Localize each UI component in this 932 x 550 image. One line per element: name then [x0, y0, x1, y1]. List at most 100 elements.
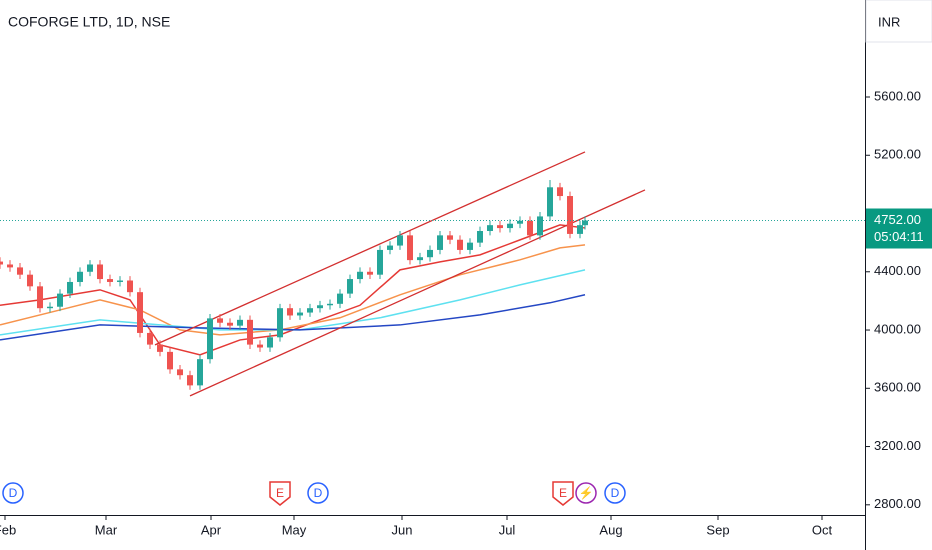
plot-area: [0, 151, 865, 397]
candle-body: [577, 225, 583, 234]
event-shape: [269, 481, 291, 506]
x-tick-label: Aug: [599, 522, 622, 537]
candle-body: [137, 292, 143, 333]
x-axis: Feb Mar Apr May Jun Jul Aug Sep Oct: [0, 515, 832, 537]
candle-body: [427, 249, 433, 258]
candle-body: [167, 351, 173, 370]
candle-body: [77, 271, 83, 282]
candle-body: [507, 223, 513, 229]
event-label: E: [276, 486, 284, 500]
x-tick-label: Mar: [95, 522, 118, 537]
candle-body: [27, 274, 33, 287]
candle-body: [547, 187, 553, 217]
candle-body: [207, 318, 213, 360]
event-badge[interactable]: D: [2, 482, 24, 504]
x-tick-label: Oct: [812, 522, 833, 537]
candle-body: [417, 257, 423, 261]
candle-body: [0, 261, 3, 265]
event-badge[interactable]: E: [269, 481, 291, 506]
event-label: D: [9, 486, 18, 500]
candle-body: [37, 286, 43, 309]
y-tick-label: 3600.00: [874, 380, 921, 395]
x-tick-label: Jul: [499, 522, 516, 537]
event-shape: [575, 482, 597, 504]
candle-body: [227, 322, 233, 326]
moving-average: [0, 294, 586, 341]
y-tick-label: 3200.00: [874, 438, 921, 453]
candle-body: [327, 303, 333, 306]
chart-title: COFORGE LTD, 1D, NSE: [8, 14, 170, 30]
candle-body: [497, 225, 503, 229]
event-badge[interactable]: E: [552, 481, 574, 506]
event-shape: [552, 481, 574, 506]
y-tick-label: 4000.00: [874, 321, 921, 336]
candle-body: [317, 305, 323, 309]
candle-body: [337, 293, 343, 304]
moving-average: [0, 224, 586, 356]
candle-body: [467, 242, 473, 250]
event-badge[interactable]: D: [307, 482, 329, 504]
candle-body: [582, 220, 588, 226]
event-shape: [604, 482, 626, 504]
event-label: D: [314, 486, 323, 500]
currency-box[interactable]: [865, 0, 932, 43]
x-tick-label: Feb: [0, 522, 16, 537]
x-tick-label: May: [282, 522, 307, 537]
candle-body: [287, 308, 293, 316]
x-tick-label: Sep: [706, 522, 729, 537]
candle-body: [357, 271, 363, 280]
candle-body: [537, 216, 543, 236]
y-tick-label: 2800.00: [874, 496, 921, 511]
candle-body: [237, 319, 243, 326]
candle-body: [87, 264, 93, 272]
x-tick-label: Apr: [201, 522, 222, 537]
candle-body: [407, 235, 413, 261]
event-shape: [2, 482, 24, 504]
candle-body: [457, 239, 463, 250]
candle-body: [127, 280, 133, 293]
candle-body: [347, 279, 353, 294]
candle-body: [477, 230, 483, 243]
candle-body: [97, 264, 103, 280]
candle-body: [147, 332, 153, 345]
candle-body: [437, 235, 443, 250]
event-label: ⚡: [579, 486, 594, 500]
event-shape: [307, 482, 329, 504]
y-tick-label: 5600.00: [874, 88, 921, 103]
last-price-label: 4752.00: [874, 212, 921, 227]
y-tick-label: 4400.00: [874, 263, 921, 278]
candle-body: [217, 318, 223, 323]
candle-body: [367, 271, 373, 275]
candle-body: [277, 308, 283, 338]
countdown: 05:04:11: [874, 229, 924, 244]
event-badge[interactable]: ⚡: [575, 482, 597, 504]
candle-body: [57, 293, 63, 307]
candle-body: [7, 264, 13, 268]
trend-line: [154, 151, 586, 346]
candle-body: [47, 306, 53, 309]
candle-body: [247, 319, 253, 345]
candle-body: [187, 375, 193, 386]
candle-body: [157, 344, 163, 352]
candle-body: [567, 196, 573, 234]
last-price-box: [866, 208, 932, 249]
candle-body: [197, 359, 203, 386]
candle-body: [517, 220, 523, 224]
candle-body: [107, 279, 113, 282]
event-label: E: [559, 486, 567, 500]
candle-body: [487, 225, 493, 231]
candle-body: [307, 308, 313, 313]
candle-body: [387, 245, 393, 250]
currency[interactable]: INR: [878, 14, 900, 29]
candle-body: [257, 344, 263, 348]
candle-body: [397, 235, 403, 246]
x-tick-label: Jun: [392, 522, 413, 537]
candle-body: [117, 280, 123, 282]
event-badge[interactable]: D: [604, 482, 626, 504]
candle-body: [297, 312, 303, 316]
y-tick-label: 5200.00: [874, 147, 921, 162]
candle-body: [67, 281, 73, 294]
candle-body: [527, 220, 533, 236]
candle-body: [267, 337, 273, 348]
